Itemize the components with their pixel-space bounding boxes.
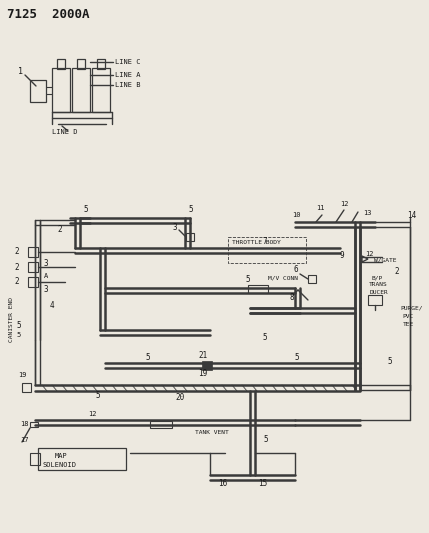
- Bar: [150, 421, 172, 428]
- Bar: [97, 59, 105, 69]
- Text: 19: 19: [198, 368, 207, 377]
- Bar: [28, 247, 38, 257]
- Bar: [57, 59, 65, 69]
- Text: 12: 12: [340, 201, 348, 207]
- Text: 2: 2: [14, 278, 18, 287]
- Bar: [368, 295, 382, 305]
- Text: 5: 5: [245, 274, 250, 284]
- Text: THROTTLE BODY: THROTTLE BODY: [232, 240, 281, 246]
- Text: 5: 5: [145, 353, 150, 362]
- Text: DUCER: DUCER: [370, 289, 389, 295]
- Text: 5: 5: [83, 206, 88, 214]
- Text: LINE A: LINE A: [115, 72, 140, 78]
- Text: A: A: [44, 273, 48, 279]
- Text: PURGE/: PURGE/: [400, 305, 423, 311]
- Text: SOLENOID: SOLENOID: [43, 462, 77, 468]
- Text: 2: 2: [394, 268, 399, 277]
- Bar: [77, 59, 85, 69]
- Text: 12: 12: [365, 251, 374, 257]
- Text: 4: 4: [50, 302, 54, 311]
- Bar: [22, 383, 31, 392]
- Bar: [38, 448, 126, 470]
- Text: 21: 21: [198, 351, 207, 359]
- Text: 5: 5: [262, 334, 266, 343]
- Text: 1: 1: [18, 68, 23, 77]
- Bar: [202, 361, 212, 370]
- Text: 5: 5: [263, 435, 268, 445]
- Text: 18: 18: [20, 421, 28, 427]
- Bar: [186, 233, 194, 241]
- Text: 5: 5: [188, 206, 193, 214]
- Text: LINE D: LINE D: [52, 129, 78, 135]
- Text: 17: 17: [20, 437, 28, 443]
- Text: 10: 10: [292, 212, 300, 218]
- Text: 9: 9: [340, 251, 344, 260]
- Text: LINE B: LINE B: [115, 82, 140, 88]
- Text: TEE: TEE: [403, 321, 414, 327]
- Text: 3: 3: [44, 259, 48, 268]
- Text: 11: 11: [316, 205, 324, 211]
- Text: 7125  2000A: 7125 2000A: [7, 7, 90, 20]
- Text: M/V CONN: M/V CONN: [268, 276, 298, 280]
- Text: B/P: B/P: [372, 276, 383, 280]
- Text: 19: 19: [18, 372, 27, 378]
- Bar: [308, 275, 316, 283]
- Bar: [92, 68, 110, 112]
- Text: 12: 12: [88, 411, 97, 417]
- Text: TRANS: TRANS: [369, 282, 388, 287]
- Bar: [52, 68, 70, 112]
- Text: 3: 3: [44, 286, 48, 295]
- Text: 2: 2: [57, 225, 62, 235]
- Text: W/GATE: W/GATE: [374, 257, 396, 262]
- Text: 8: 8: [290, 294, 295, 303]
- Bar: [248, 285, 268, 293]
- Text: MAP: MAP: [55, 453, 68, 459]
- Bar: [30, 422, 38, 427]
- Bar: [30, 453, 40, 465]
- Text: 7: 7: [263, 237, 268, 246]
- Text: 5: 5: [95, 391, 100, 400]
- Text: TANK VENT: TANK VENT: [195, 430, 229, 434]
- Text: 2: 2: [14, 262, 18, 271]
- Text: 6: 6: [294, 265, 299, 274]
- Bar: [30, 80, 46, 102]
- Text: 5: 5: [295, 353, 299, 362]
- Text: 5: 5: [16, 332, 20, 338]
- Text: CANISTER END: CANISTER END: [9, 297, 15, 343]
- Bar: [28, 277, 38, 287]
- Bar: [28, 262, 38, 272]
- Text: 3: 3: [173, 222, 178, 231]
- Text: LINE C: LINE C: [115, 59, 140, 65]
- Bar: [72, 68, 90, 112]
- Text: 5: 5: [388, 358, 393, 367]
- Text: 16: 16: [218, 479, 227, 488]
- Text: 20: 20: [175, 392, 184, 401]
- Text: 13: 13: [363, 210, 372, 216]
- Bar: [228, 237, 306, 263]
- Text: 2: 2: [14, 247, 18, 256]
- Text: 15: 15: [258, 479, 267, 488]
- Text: 5: 5: [16, 321, 21, 330]
- Text: PVC: PVC: [402, 313, 413, 319]
- Text: 14: 14: [407, 211, 416, 220]
